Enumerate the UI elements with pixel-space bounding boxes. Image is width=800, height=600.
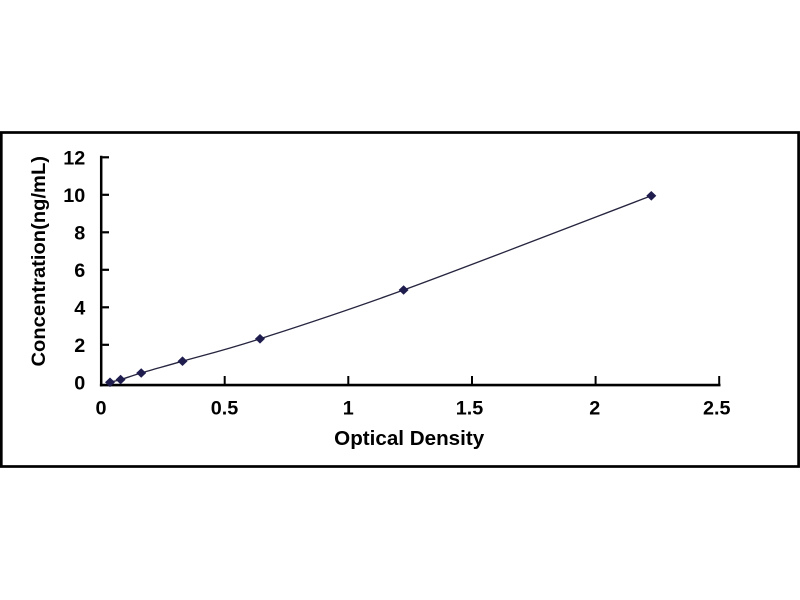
svg-text:0.5: 0.5	[211, 398, 239, 420]
svg-text:0: 0	[95, 398, 106, 420]
svg-text:4: 4	[74, 297, 85, 319]
svg-text:12: 12	[63, 147, 85, 169]
svg-text:8: 8	[74, 222, 85, 244]
svg-text:Optical Density: Optical Density	[334, 428, 485, 450]
svg-text:0: 0	[74, 372, 85, 394]
svg-text:2: 2	[589, 398, 600, 420]
svg-text:2.5: 2.5	[703, 398, 731, 420]
svg-text:1.5: 1.5	[456, 398, 484, 420]
svg-text:2: 2	[74, 335, 85, 357]
svg-text:1: 1	[343, 398, 354, 420]
svg-text:6: 6	[74, 260, 85, 282]
svg-text:Concentration(ng/mL): Concentration(ng/mL)	[29, 156, 50, 367]
svg-text:10: 10	[63, 185, 85, 207]
